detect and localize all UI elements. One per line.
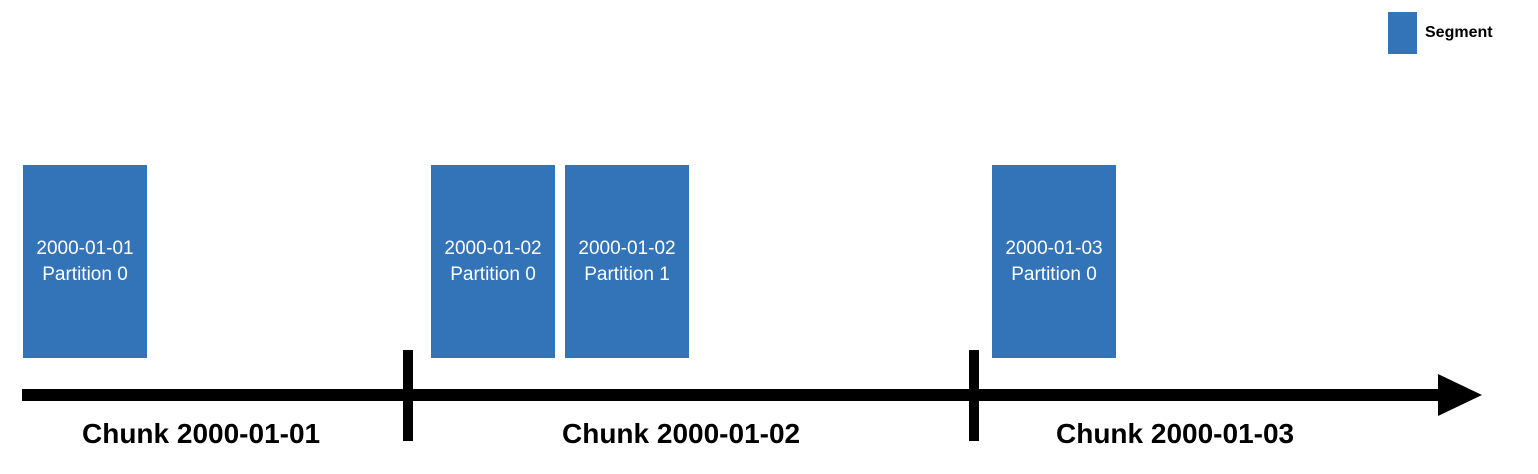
segment-date: 2000-01-02 bbox=[578, 237, 676, 259]
segment-partition: Partition 0 bbox=[450, 263, 536, 285]
segment-date: 2000-01-02 bbox=[444, 237, 542, 259]
chunk-boundary-1 bbox=[403, 350, 413, 441]
segment-2000-01-01-partition-0: 2000-01-01 Partition 0 bbox=[23, 165, 147, 358]
segment-partition: Partition 0 bbox=[1011, 263, 1097, 285]
segment-partition: Partition 1 bbox=[584, 263, 670, 285]
chunk-label-2000-01-01: Chunk 2000-01-01 bbox=[82, 418, 321, 449]
legend-swatch bbox=[1388, 12, 1417, 54]
segment-2000-01-02-partition-0: 2000-01-02 Partition 0 bbox=[431, 165, 555, 358]
legend: Segment bbox=[1388, 12, 1493, 54]
timeline-arrow-head bbox=[1438, 374, 1482, 416]
segment-date: 2000-01-01 bbox=[36, 237, 134, 259]
timeline-axis bbox=[22, 389, 1442, 401]
segment-date: 2000-01-03 bbox=[1005, 237, 1103, 259]
segment-2000-01-03-partition-0: 2000-01-03 Partition 0 bbox=[992, 165, 1116, 358]
chunk-boundary-2 bbox=[969, 350, 979, 441]
chunk-label-2000-01-02: Chunk 2000-01-02 bbox=[562, 418, 801, 449]
segment-2000-01-02-partition-1: 2000-01-02 Partition 1 bbox=[565, 165, 689, 358]
legend-label: Segment bbox=[1425, 24, 1493, 41]
segment-partition: Partition 0 bbox=[42, 263, 128, 285]
chunk-label-2000-01-03: Chunk 2000-01-03 bbox=[1056, 418, 1295, 449]
